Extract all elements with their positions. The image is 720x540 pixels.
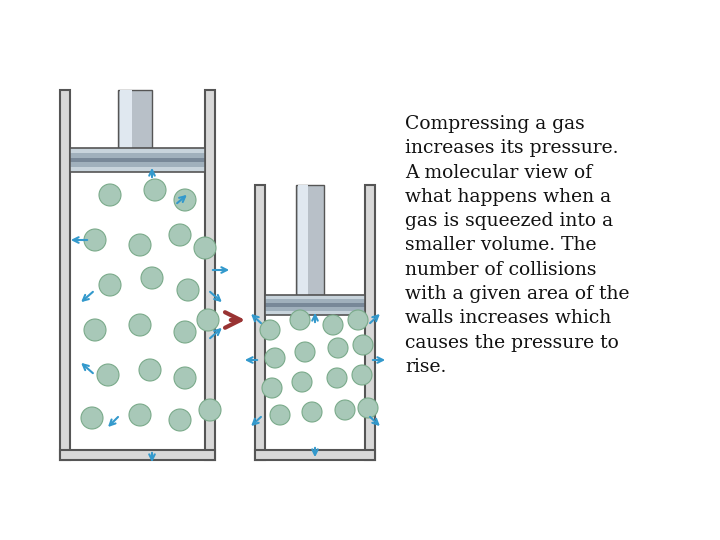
Circle shape [323,315,343,335]
Bar [296,185,324,295]
Bar [265,295,365,299]
Circle shape [327,368,347,388]
Circle shape [295,342,315,362]
Bar [265,311,365,315]
Circle shape [335,400,355,420]
Bar [265,299,365,303]
Circle shape [139,359,161,381]
Circle shape [174,367,196,389]
Bar [60,90,70,460]
Circle shape [302,402,322,422]
Circle shape [194,237,216,259]
Bar [118,90,152,148]
Circle shape [84,229,106,251]
Circle shape [353,335,373,355]
Bar [298,185,308,295]
Circle shape [141,267,163,289]
Bar [255,185,265,460]
Text: Compressing a gas
increases its pressure.
A molecular view of
what happens when : Compressing a gas increases its pressure… [405,115,629,376]
Bar [265,295,365,315]
Bar [205,90,215,460]
Circle shape [169,409,191,431]
Circle shape [129,234,151,256]
Bar [120,90,132,148]
Circle shape [265,348,285,368]
Circle shape [174,189,196,211]
Circle shape [174,321,196,343]
Circle shape [262,378,282,398]
Circle shape [270,405,290,425]
Circle shape [99,274,121,296]
Circle shape [129,314,151,336]
Bar [70,148,205,153]
Bar [70,163,205,167]
Bar [365,185,375,460]
Circle shape [177,279,199,301]
Circle shape [144,179,166,201]
Bar [265,303,365,307]
Circle shape [97,364,119,386]
Circle shape [292,372,312,392]
Circle shape [84,319,106,341]
Circle shape [358,398,378,418]
Circle shape [352,365,372,385]
Circle shape [81,407,103,429]
Bar [70,148,205,172]
Bar [70,153,205,158]
Bar [60,450,215,460]
Circle shape [99,184,121,206]
Circle shape [129,404,151,426]
Circle shape [328,338,348,358]
Circle shape [348,310,368,330]
Bar [255,450,375,460]
Circle shape [197,309,219,331]
Circle shape [169,224,191,246]
Bar [265,307,365,311]
Circle shape [260,320,280,340]
Bar [70,167,205,172]
Bar [70,158,205,163]
Circle shape [199,399,221,421]
Circle shape [290,310,310,330]
